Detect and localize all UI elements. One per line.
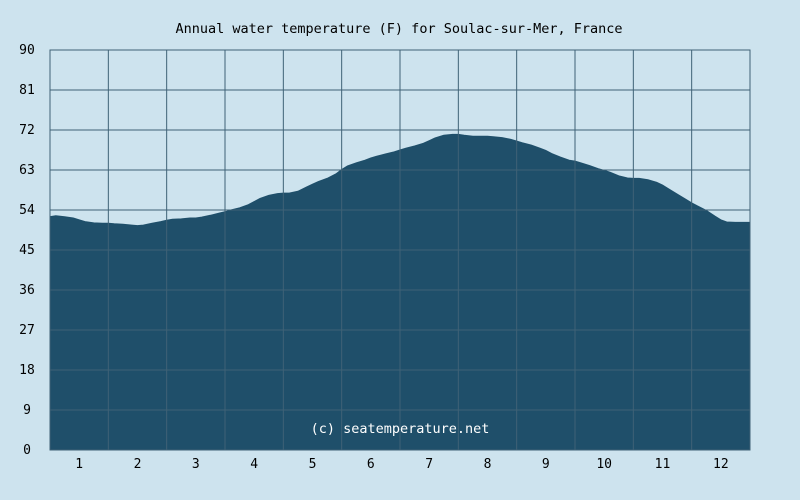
y-tick-label: 18 (19, 363, 35, 378)
y-tick-label: 0 (23, 443, 31, 458)
area-layer (49, 49, 751, 451)
x-tick-label: 10 (596, 457, 612, 472)
y-tick-label: 72 (19, 123, 35, 138)
x-tick-label: 12 (713, 457, 729, 472)
x-tick-label: 11 (655, 457, 671, 472)
y-tick-label: 90 (19, 43, 35, 58)
x-tick-label: 9 (542, 457, 550, 472)
x-tick-label: 5 (309, 457, 317, 472)
x-tick-label: 1 (75, 457, 83, 472)
x-tick-label: 2 (134, 457, 142, 472)
x-tick-label: 7 (425, 457, 433, 472)
watermark: (c) seatemperature.net (311, 421, 490, 437)
x-tick-label: 3 (192, 457, 200, 472)
y-tick-label: 9 (23, 403, 31, 418)
y-tick-label: 81 (19, 83, 35, 98)
y-tick-label: 54 (19, 203, 35, 218)
x-tick-label: 8 (484, 457, 492, 472)
y-tick-label: 63 (19, 163, 35, 178)
y-tick-label: 27 (19, 323, 35, 338)
x-tick-label: 6 (367, 457, 375, 472)
plot-border (49, 49, 751, 451)
x-tick-label: 4 (250, 457, 258, 472)
y-tick-label: 36 (19, 283, 35, 298)
y-tick-label: 45 (19, 243, 35, 258)
chart-title: Annual water temperature (F) for Soulac-… (175, 21, 622, 37)
